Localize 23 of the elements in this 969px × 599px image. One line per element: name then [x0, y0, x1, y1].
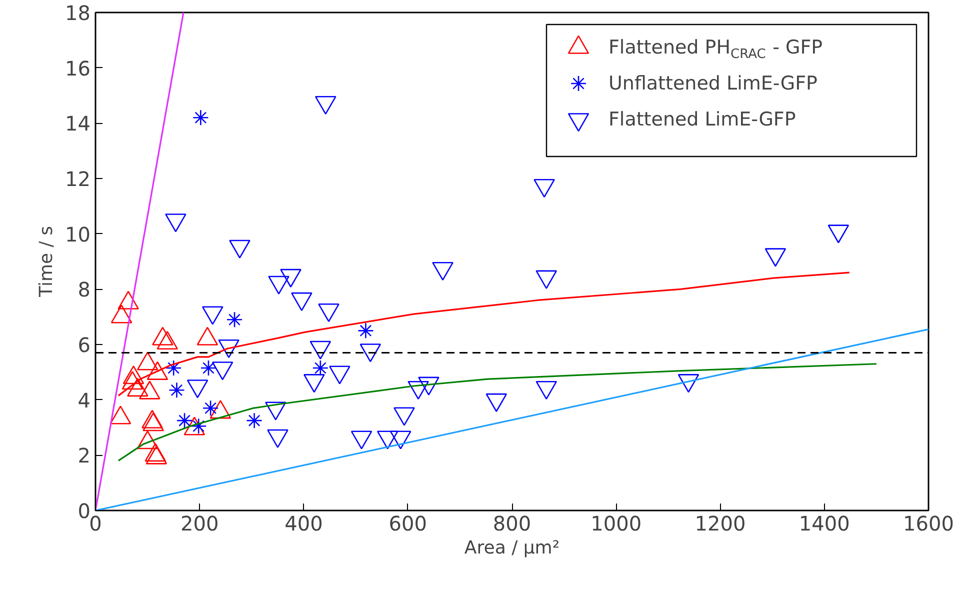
- y-tick-label: 4: [78, 388, 91, 412]
- x-tick-label: 200: [180, 512, 219, 536]
- x-tick-label: 600: [388, 512, 427, 536]
- y-tick-label: 8: [78, 278, 91, 302]
- y-axis-title: Time / s: [36, 226, 58, 298]
- y-tick-label: 16: [65, 56, 91, 80]
- y-tick-label: 6: [78, 333, 91, 357]
- y-tick-label: 14: [65, 112, 91, 136]
- x-tick-label: 1400: [798, 512, 850, 536]
- legend-label: Unflattened LimE-GFP: [608, 72, 818, 94]
- x-tick-label: 1000: [590, 512, 642, 536]
- x-axis-title: Area / μm²: [464, 538, 560, 558]
- y-tick-label: 10: [65, 222, 91, 246]
- x-tick-label: 1600: [903, 512, 954, 536]
- x-tick-label: 400: [284, 512, 323, 536]
- x-tick-label: 1200: [694, 512, 746, 536]
- legend-label: Flattened LimE-GFP: [608, 108, 796, 130]
- line-series: [118, 272, 850, 396]
- line-series: [118, 363, 878, 462]
- y-tick-label: 12: [65, 167, 91, 191]
- y-tick-label: 18: [65, 1, 91, 25]
- y-tick-label: 2: [78, 444, 91, 468]
- x-tick-label: 800: [492, 512, 532, 536]
